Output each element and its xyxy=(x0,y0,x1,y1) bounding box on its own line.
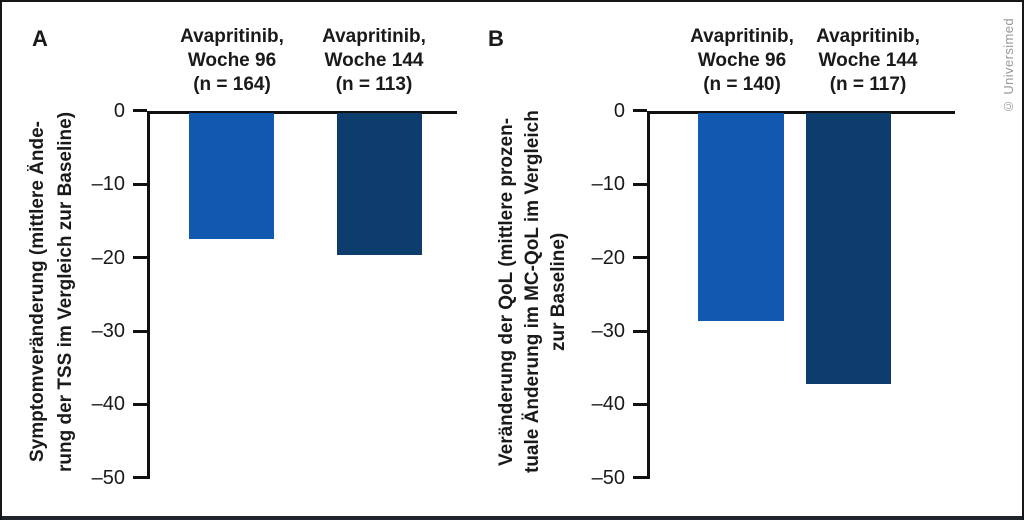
tick-mark xyxy=(133,256,147,259)
tick-mark xyxy=(633,109,647,112)
tick-mark xyxy=(133,183,147,186)
y-axis-title-line: Symptomveränderung (mittlere Ände- xyxy=(27,121,48,463)
tick-label: –30 xyxy=(91,320,125,342)
tick-mark xyxy=(633,183,647,186)
tick-mark xyxy=(633,256,647,259)
tick-label: –40 xyxy=(91,393,125,415)
tick-label: –20 xyxy=(91,247,125,269)
column-header-b-week144: Avapritinib, Woche 144 (n = 117) xyxy=(778,25,958,97)
y-axis-line xyxy=(647,111,650,479)
bar-panel-b-woche-96 xyxy=(698,113,784,321)
header-line: Woche 96 xyxy=(187,50,277,71)
plot-area-panel-a: 0 –10 –20 –30 –40 –50 xyxy=(92,100,457,489)
header-line: Woche 144 xyxy=(818,50,918,71)
x-axis-line xyxy=(647,111,955,114)
bar-panel-a-woche-144 xyxy=(337,113,422,255)
y-axis-title-line: rung der TSS im Vergleich zur Baseline) xyxy=(55,111,76,473)
y-axis-title-line: Veränderung der QoL (mittlere prozen- xyxy=(496,117,517,467)
y-axis-title-panel-b: Veränderung der QoL (mittlere prozen- tu… xyxy=(494,102,572,482)
tick-label: –50 xyxy=(91,467,125,489)
tick-label: –40 xyxy=(591,393,625,415)
header-line: Avapritinib, xyxy=(180,26,284,47)
tick-mark xyxy=(133,403,147,406)
column-header-b-week96: Avapritinib, Woche 96 (n = 140) xyxy=(652,25,832,97)
x-axis-line xyxy=(147,111,457,114)
tick-label: –50 xyxy=(591,467,625,489)
header-line: Woche 96 xyxy=(697,50,787,71)
y-axis-line xyxy=(147,111,150,479)
tick-mark xyxy=(133,330,147,333)
y-axis-title-line: zur Baseline) xyxy=(548,232,569,352)
column-header-a-week96: Avapritinib, Woche 96 (n = 164) xyxy=(142,25,322,97)
tick-mark xyxy=(633,403,647,406)
panel-a-letter: A xyxy=(32,26,48,51)
header-line: Woche 144 xyxy=(324,50,424,71)
header-line: (n = 164) xyxy=(193,74,271,95)
copyright-label: © Universimed xyxy=(1001,18,1016,115)
tick-mark xyxy=(633,476,647,479)
tick-label: –20 xyxy=(591,247,625,269)
y-axis-title-line: tuale Änderung im MC-QoL im Vergleich xyxy=(522,110,543,474)
tick-label: –10 xyxy=(591,173,625,195)
bar-panel-a-woche-96 xyxy=(189,113,274,239)
header-line: Avapritinib, xyxy=(816,26,920,47)
tick-mark xyxy=(133,476,147,479)
bottom-brand-bar xyxy=(2,516,1022,520)
tick-label: 0 xyxy=(613,100,625,122)
tick-label: –10 xyxy=(91,173,125,195)
tick-mark xyxy=(633,330,647,333)
tick-mark xyxy=(133,109,147,112)
header-line: (n = 117) xyxy=(829,74,907,95)
column-header-a-week144: Avapritinib, Woche 144 (n = 113) xyxy=(284,25,464,97)
header-line: (n = 113) xyxy=(335,74,413,95)
plot-area-panel-b: 0 –10 –20 –30 –40 –50 xyxy=(592,100,955,489)
bar-panel-b-woche-144 xyxy=(806,113,891,384)
y-axis-title-panel-a: Symptomveränderung (mittlere Ände- rung … xyxy=(24,102,80,482)
header-line: Avapritinib, xyxy=(322,26,426,47)
tick-label: 0 xyxy=(113,100,125,122)
tick-label: –30 xyxy=(591,320,625,342)
header-line: Avapritinib, xyxy=(690,26,794,47)
panel-b-letter: B xyxy=(488,26,504,51)
header-line: (n = 140) xyxy=(703,74,781,95)
